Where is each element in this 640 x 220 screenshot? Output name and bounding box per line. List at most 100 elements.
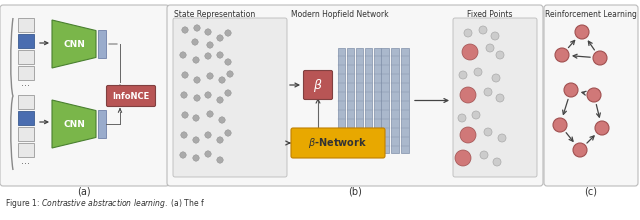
Circle shape — [193, 115, 199, 121]
Circle shape — [484, 88, 492, 96]
Circle shape — [575, 25, 589, 39]
Circle shape — [194, 95, 200, 101]
Circle shape — [182, 112, 188, 118]
Circle shape — [205, 151, 211, 157]
Circle shape — [496, 94, 504, 102]
Circle shape — [207, 111, 213, 117]
Circle shape — [593, 51, 607, 65]
Bar — [391, 48, 399, 153]
Bar — [365, 48, 372, 153]
Bar — [356, 48, 363, 153]
Bar — [18, 50, 34, 64]
Circle shape — [217, 97, 223, 103]
Circle shape — [493, 158, 501, 166]
FancyBboxPatch shape — [167, 5, 543, 186]
Text: ...: ... — [22, 156, 31, 166]
FancyBboxPatch shape — [173, 18, 287, 177]
Circle shape — [225, 90, 231, 96]
Circle shape — [595, 121, 609, 135]
Bar — [374, 48, 381, 153]
Circle shape — [180, 52, 186, 58]
Bar — [401, 48, 409, 153]
Bar — [18, 18, 34, 32]
Text: CNN: CNN — [63, 119, 85, 128]
Bar — [338, 48, 345, 153]
FancyBboxPatch shape — [106, 86, 156, 106]
Circle shape — [462, 44, 478, 60]
Circle shape — [491, 32, 499, 40]
Text: CNN: CNN — [63, 40, 85, 48]
Text: Figure 1: $\mathit{Contrastive\ abstraction\ learning.}$ (a) The f: Figure 1: $\mathit{Contrastive\ abstract… — [5, 197, 205, 210]
Circle shape — [205, 53, 211, 59]
Bar — [18, 127, 34, 141]
Text: Fixed Points: Fixed Points — [467, 10, 513, 19]
Text: ...: ... — [22, 78, 31, 88]
Circle shape — [225, 59, 231, 65]
Bar — [18, 66, 34, 80]
Circle shape — [181, 92, 187, 98]
Circle shape — [459, 71, 467, 79]
Circle shape — [553, 118, 567, 132]
FancyBboxPatch shape — [303, 70, 333, 99]
Circle shape — [492, 74, 500, 82]
Circle shape — [555, 48, 569, 62]
FancyBboxPatch shape — [453, 18, 537, 177]
Bar — [18, 111, 34, 125]
Bar — [381, 48, 389, 153]
FancyBboxPatch shape — [0, 5, 169, 186]
Circle shape — [225, 130, 231, 136]
Circle shape — [193, 57, 199, 63]
Circle shape — [496, 51, 504, 59]
Circle shape — [180, 152, 186, 158]
Circle shape — [205, 132, 211, 138]
Circle shape — [194, 25, 200, 31]
FancyBboxPatch shape — [544, 5, 638, 186]
Circle shape — [227, 71, 233, 77]
Circle shape — [193, 155, 199, 161]
Text: (c): (c) — [584, 186, 598, 196]
Text: Reinforcement Learning: Reinforcement Learning — [545, 10, 637, 19]
Circle shape — [455, 150, 471, 166]
Circle shape — [182, 27, 188, 33]
Text: (a): (a) — [77, 186, 91, 196]
Polygon shape — [52, 100, 96, 148]
Circle shape — [193, 137, 199, 143]
Circle shape — [573, 143, 587, 157]
Circle shape — [564, 83, 578, 97]
Circle shape — [194, 77, 200, 83]
Circle shape — [217, 35, 223, 41]
Circle shape — [480, 151, 488, 159]
Circle shape — [458, 114, 466, 122]
Circle shape — [460, 87, 476, 103]
Circle shape — [182, 72, 188, 78]
Text: InfoNCE: InfoNCE — [113, 92, 150, 101]
Circle shape — [484, 128, 492, 136]
Circle shape — [498, 134, 506, 142]
Bar — [98, 30, 106, 58]
Circle shape — [219, 117, 225, 123]
Bar — [18, 34, 34, 48]
Circle shape — [479, 26, 487, 34]
Text: $\beta$: $\beta$ — [313, 77, 323, 93]
Circle shape — [217, 52, 223, 58]
Text: Modern Hopfield Network: Modern Hopfield Network — [291, 10, 389, 19]
Circle shape — [464, 29, 472, 37]
Text: (b): (b) — [348, 186, 362, 196]
Bar — [98, 110, 106, 138]
Text: State Representation: State Representation — [174, 10, 255, 19]
Bar — [18, 143, 34, 157]
Circle shape — [217, 157, 223, 163]
Circle shape — [486, 44, 494, 52]
Circle shape — [219, 77, 225, 83]
Circle shape — [205, 92, 211, 98]
Circle shape — [207, 73, 213, 79]
Bar — [18, 95, 34, 109]
Circle shape — [472, 111, 480, 119]
Circle shape — [474, 68, 482, 76]
Polygon shape — [52, 20, 96, 68]
Circle shape — [225, 30, 231, 36]
Circle shape — [181, 132, 187, 138]
Circle shape — [192, 39, 198, 45]
Circle shape — [217, 137, 223, 143]
Circle shape — [205, 29, 211, 35]
